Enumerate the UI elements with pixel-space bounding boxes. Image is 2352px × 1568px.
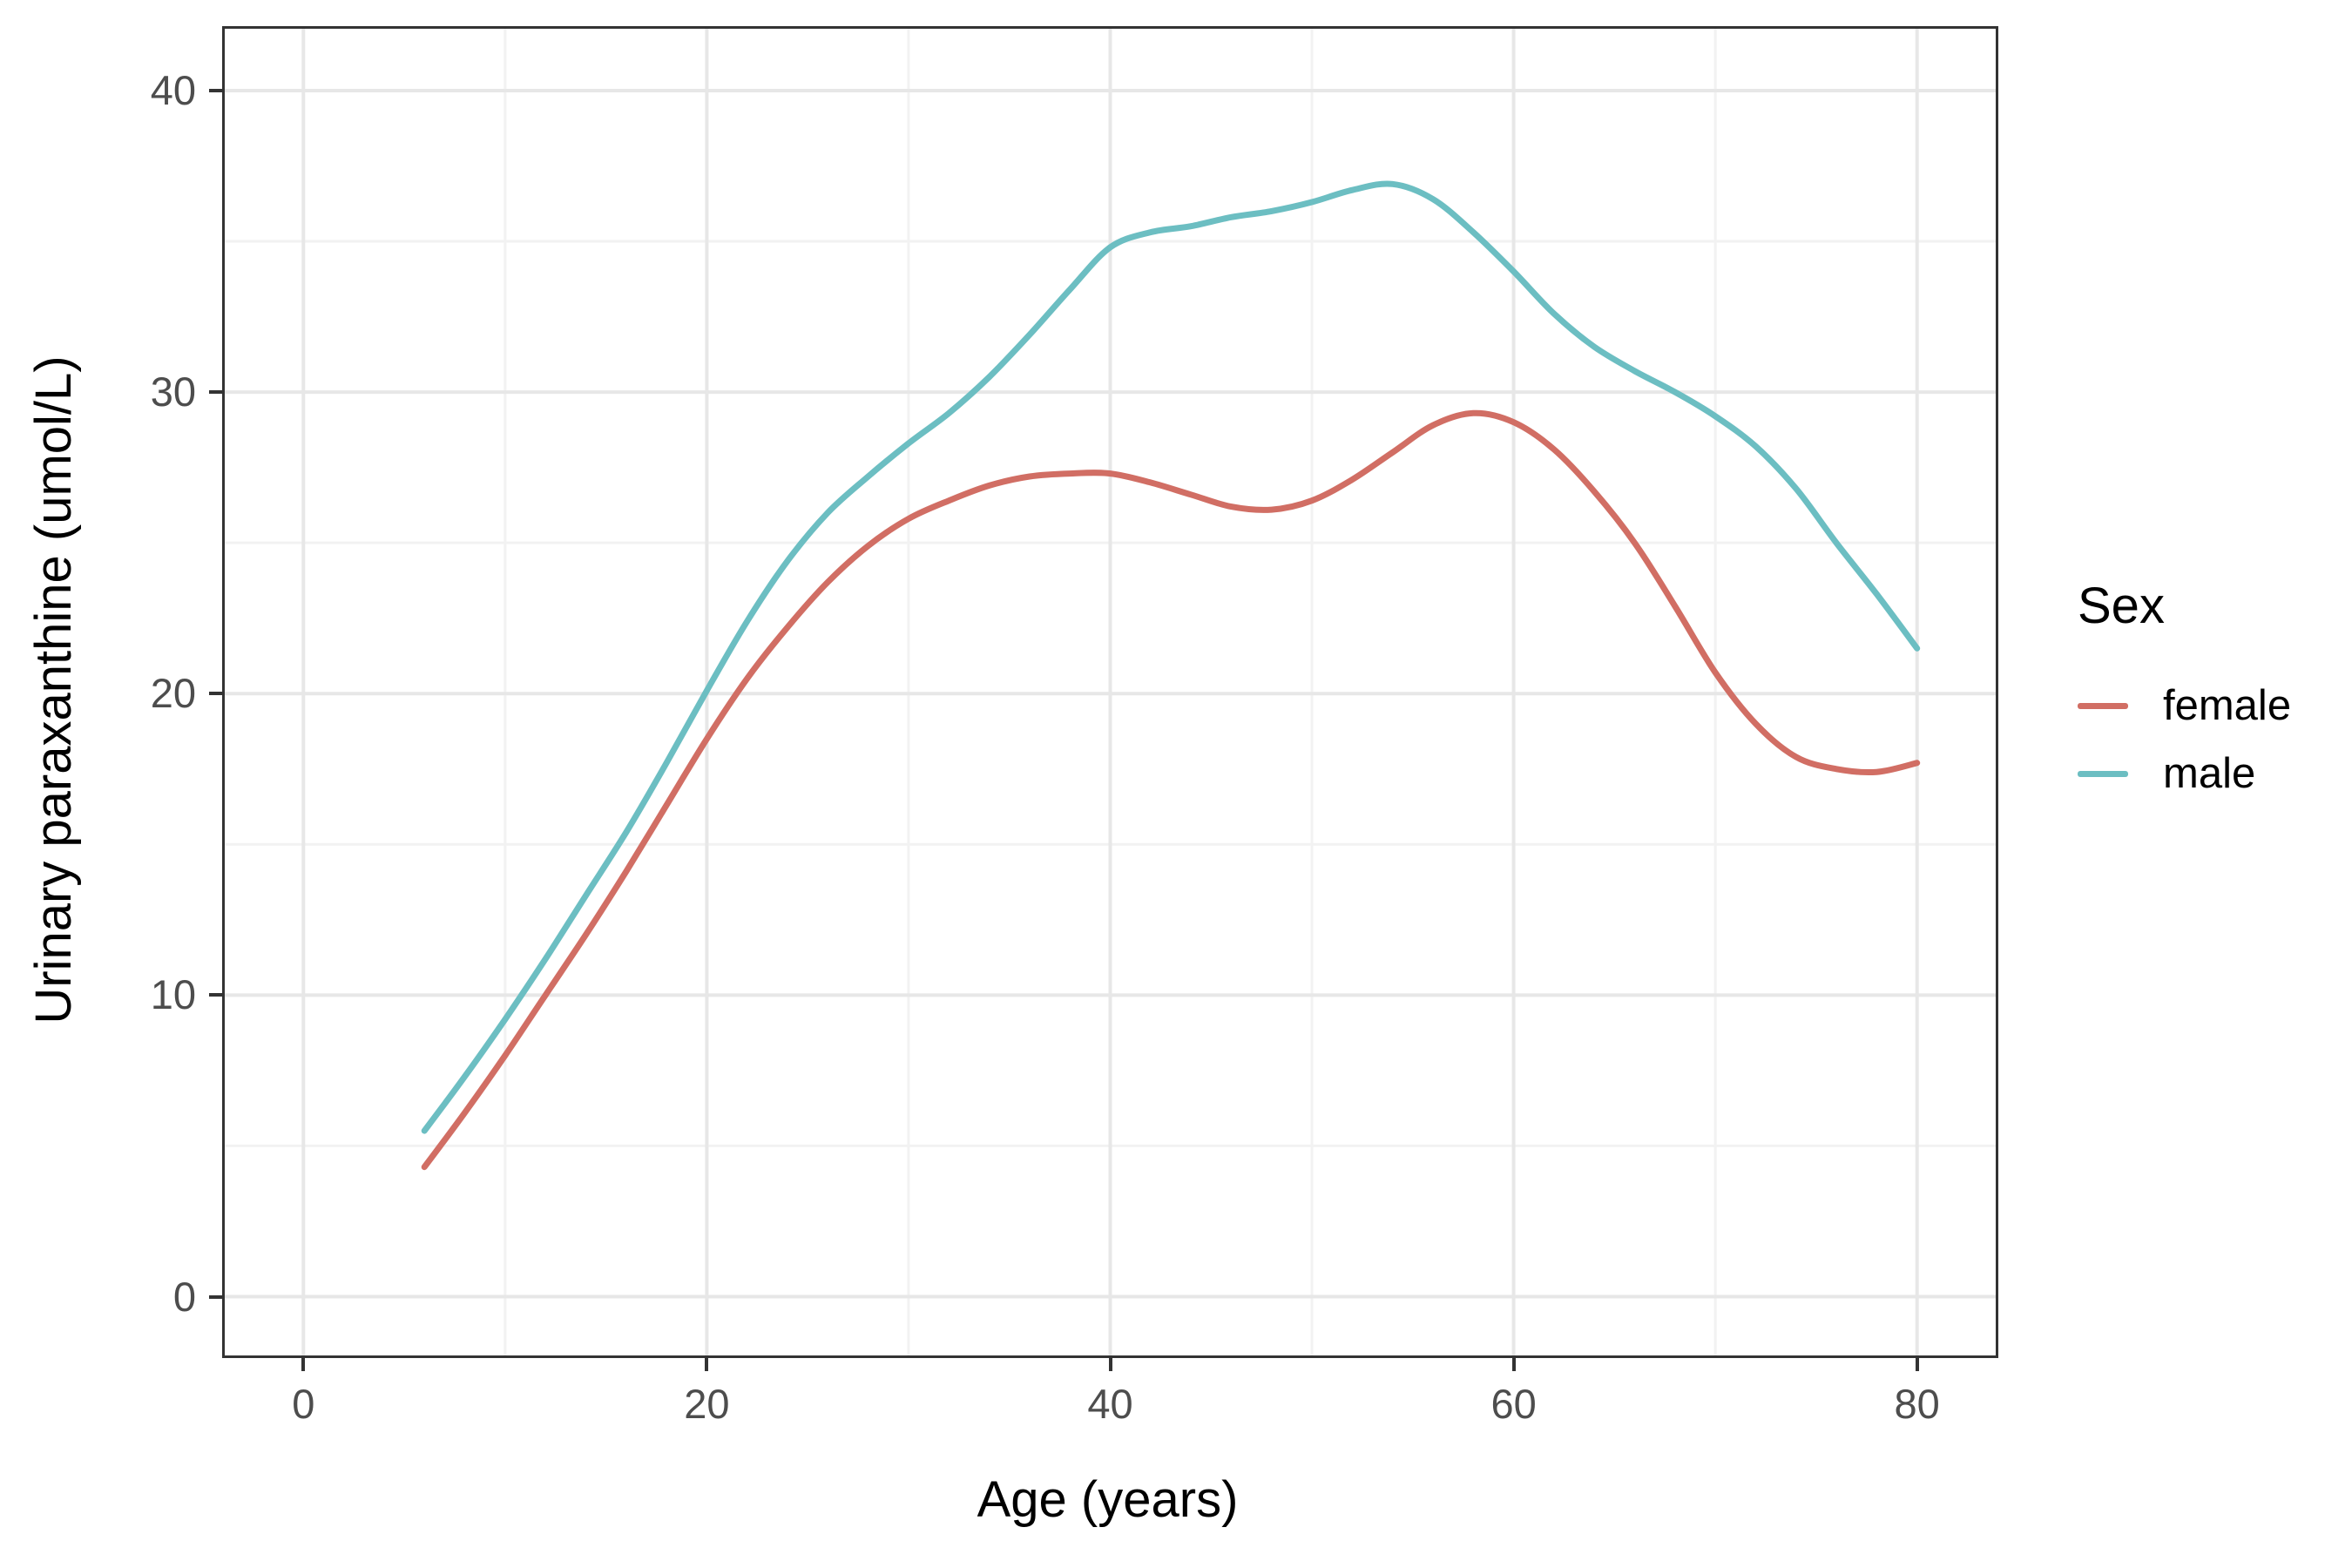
y-axis-tick xyxy=(209,88,222,92)
x-axis-title: Age (years) xyxy=(977,1471,1239,1528)
legend: Sex female male xyxy=(2078,577,2291,808)
female-line xyxy=(421,409,1921,1171)
legend-label-male: male xyxy=(2163,750,2256,797)
plot-panel xyxy=(222,26,1998,1358)
legend-label-female: female xyxy=(2163,682,2292,729)
y-axis-tick xyxy=(209,390,222,395)
y-tick-label: 40 xyxy=(150,66,196,113)
plot-canvas xyxy=(225,29,1996,1355)
x-axis-tick xyxy=(1108,1358,1112,1371)
x-axis-tick xyxy=(705,1358,709,1371)
y-axis-tick xyxy=(209,692,222,696)
female-line-swatch xyxy=(2078,702,2128,709)
y-axis-title: Urinary paraxanthine (umol/L) xyxy=(25,355,82,1024)
legend-item-male: male xyxy=(2078,740,2291,808)
x-axis-tick xyxy=(301,1358,306,1371)
y-tick-label: 0 xyxy=(172,1273,196,1320)
x-tick-label: 40 xyxy=(1087,1381,1133,1427)
male-line xyxy=(421,180,1921,1134)
legend-title: Sex xyxy=(2078,578,2165,634)
x-axis-tick xyxy=(1511,1358,1516,1371)
y-axis-tick xyxy=(209,1294,222,1299)
male-line-swatch xyxy=(2078,770,2128,777)
y-tick-label: 10 xyxy=(150,971,196,1018)
legend-item-female: female xyxy=(2078,672,2291,740)
y-tick-label: 30 xyxy=(150,368,196,416)
x-axis-tick xyxy=(1915,1358,1919,1371)
x-tick-label: 60 xyxy=(1490,1381,1537,1427)
y-axis-tick xyxy=(209,993,222,997)
x-tick-label: 0 xyxy=(292,1381,315,1427)
x-tick-label: 20 xyxy=(684,1381,730,1427)
x-tick-label: 80 xyxy=(1894,1381,1940,1427)
y-tick-label: 20 xyxy=(150,670,196,717)
